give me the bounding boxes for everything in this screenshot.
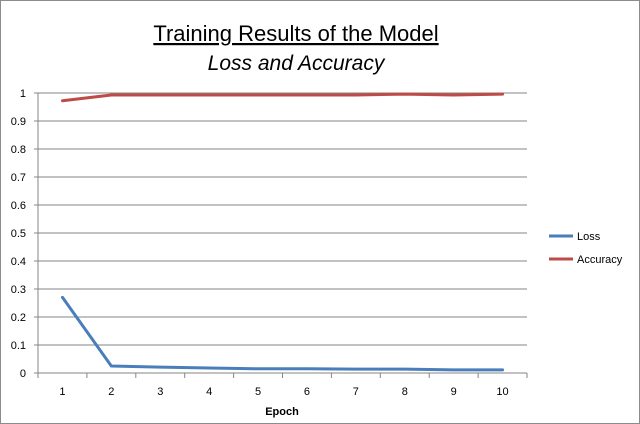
x-axis-title: Epoch — [265, 406, 299, 418]
x-tick-label: 5 — [255, 386, 261, 398]
chart-title: Training Results of the Model — [153, 21, 438, 46]
y-tick-label: 0.7 — [11, 172, 26, 184]
legend-label-loss: Loss — [577, 231, 601, 243]
legend-label-accuracy: Accuracy — [577, 254, 623, 266]
series-line-loss — [61, 295, 505, 372]
y-tick-label: 0.3 — [11, 284, 26, 296]
x-tick-label: 2 — [108, 386, 114, 398]
x-tick-label: 3 — [157, 386, 163, 398]
x-tick-label: 8 — [402, 386, 408, 398]
series-line-accuracy — [61, 92, 505, 103]
y-tick-label: 0.5 — [11, 228, 26, 240]
y-tick-label: 0.8 — [11, 144, 26, 156]
y-tick-label: 0.9 — [11, 116, 26, 128]
x-tick-label: 9 — [451, 386, 457, 398]
y-tick-label: 0 — [20, 368, 26, 380]
y-tick-label: 0.1 — [11, 340, 26, 352]
series-lines — [61, 92, 505, 372]
x-tick-label: 6 — [304, 386, 310, 398]
chart-subtitle: Loss and Accuracy — [208, 52, 386, 75]
y-axis-ticks: 0 0.1 0.2 0.3 0.4 0.5 0.6 0.7 0.8 0.9 1 — [11, 88, 38, 380]
y-tick-label: 1 — [20, 88, 26, 100]
y-tick-label: 0.2 — [11, 312, 26, 324]
x-tick-label: 7 — [353, 386, 359, 398]
y-tick-label: 0.6 — [11, 200, 26, 212]
gridlines — [38, 92, 527, 346]
y-tick-label: 0.4 — [11, 256, 26, 268]
x-tick-label: 10 — [496, 386, 508, 398]
legend: Loss Accuracy — [549, 231, 623, 266]
x-axis-ticks: 1 2 3 4 5 6 7 8 9 10 — [37, 373, 528, 398]
x-tick-label: 1 — [59, 386, 65, 398]
x-tick-label: 4 — [206, 386, 212, 398]
